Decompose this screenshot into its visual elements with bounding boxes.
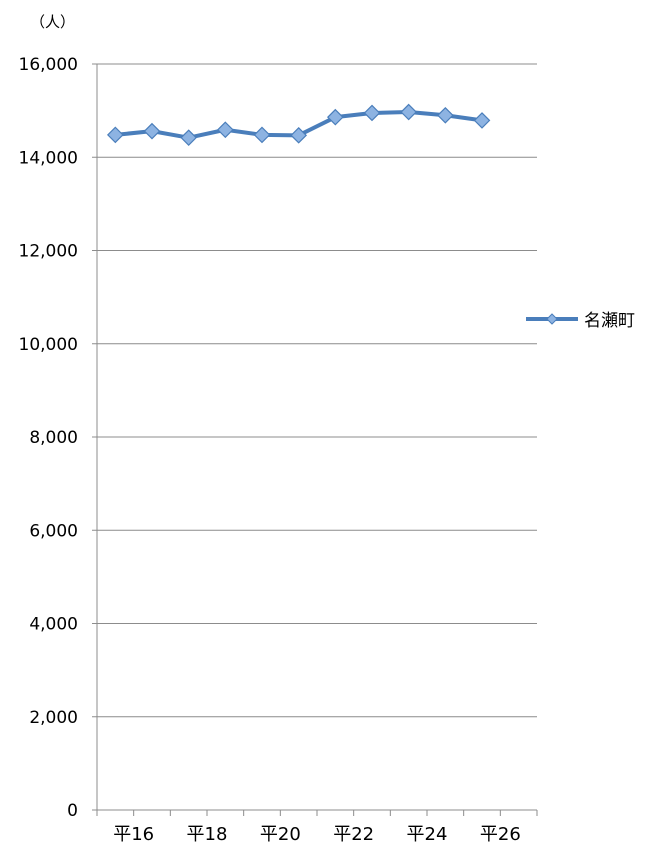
data-point-marker [180, 129, 198, 147]
y-unit-label: （人） [30, 13, 75, 31]
x-tick-label: 平16 [113, 824, 154, 845]
y-tick-label: 0 [67, 801, 78, 821]
y-tick-label: 14,000 [19, 148, 78, 168]
x-tick-label: 平18 [187, 824, 228, 845]
y-tick-label: 6,000 [29, 521, 78, 541]
data-point-marker [436, 106, 454, 124]
y-tick-label: 8,000 [29, 428, 78, 448]
series-group [106, 103, 491, 147]
data-point-marker [326, 108, 344, 126]
y-tick-label: 16,000 [19, 55, 78, 75]
y-tick-label: 4,000 [29, 615, 78, 635]
x-axis: 平16 平18 平20 平22 平24 平26 [96, 809, 538, 845]
data-point-marker [400, 103, 418, 121]
gridlines [97, 63, 537, 718]
y-tick-label: 12,000 [19, 242, 78, 262]
y-axis: 0 2,000 4,000 6,000 8,000 10,000 12,000 14,000 1… [19, 55, 98, 821]
data-point-marker [253, 126, 271, 144]
y-tick-label: 10,000 [19, 335, 78, 355]
legend: 名瀬町 [526, 311, 635, 331]
data-point-marker [363, 104, 381, 122]
data-point-marker [106, 126, 124, 144]
data-point-marker [290, 126, 308, 144]
legend-label: 名瀬町 [584, 311, 635, 331]
data-point-marker [216, 121, 234, 139]
x-tick-label: 平22 [333, 824, 374, 845]
data-point-marker [143, 122, 161, 140]
x-tick-label: 平26 [480, 824, 521, 845]
data-point-marker [473, 112, 491, 129]
x-tick-label: 平20 [260, 824, 301, 845]
x-tick-label: 平24 [407, 824, 448, 845]
legend-marker [546, 313, 558, 325]
y-tick-label: 2,000 [29, 708, 78, 728]
